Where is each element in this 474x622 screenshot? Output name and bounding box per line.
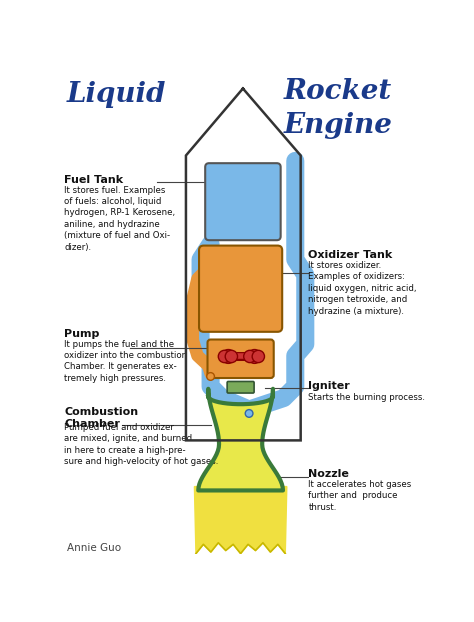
FancyBboxPatch shape [208,340,273,378]
Text: Fuel Tank: Fuel Tank [64,175,123,185]
Text: Liquid: Liquid [66,81,166,108]
Circle shape [219,350,231,363]
Text: Igniter: Igniter [309,381,350,391]
FancyBboxPatch shape [205,163,281,240]
Text: Pump: Pump [64,329,100,339]
Circle shape [244,350,256,363]
Polygon shape [198,389,283,490]
Text: Rocket
Engine: Rocket Engine [284,78,392,139]
Circle shape [225,350,237,363]
Circle shape [252,350,264,363]
FancyBboxPatch shape [227,381,254,393]
Text: It accelerates hot gases
further and  produce
thrust.: It accelerates hot gases further and pro… [309,480,411,511]
Circle shape [207,373,214,380]
Text: Nozzle: Nozzle [309,469,349,479]
Text: Starts the burning process.: Starts the burning process. [309,392,425,402]
Circle shape [247,350,261,363]
Text: Oxidizer Tank: Oxidizer Tank [309,250,392,260]
Polygon shape [194,486,287,554]
Circle shape [221,350,235,363]
Text: Annie Guo: Annie Guo [66,543,121,553]
Text: Combustion
Chamber: Combustion Chamber [64,407,138,429]
Text: It pumps the fuel and the
oxidizer into the combustion
Chamber. It generates ex-: It pumps the fuel and the oxidizer into … [64,340,187,383]
Circle shape [245,410,253,417]
FancyBboxPatch shape [199,246,282,332]
Text: Pumped fuel and oxidizer
are mixed, ignite, and burned
in here to create a high-: Pumped fuel and oxidizer are mixed, igni… [64,423,219,466]
Text: It stores oxidizer.
Examples of oxidizers:
liquid oxygen, nitric acid,
nitrogen : It stores oxidizer. Examples of oxidizer… [309,261,417,316]
Text: It stores fuel. Examples
of fuels: alcohol, liquid
hydrogen, RP-1 Kerosene,
anil: It stores fuel. Examples of fuels: alcoh… [64,185,175,252]
